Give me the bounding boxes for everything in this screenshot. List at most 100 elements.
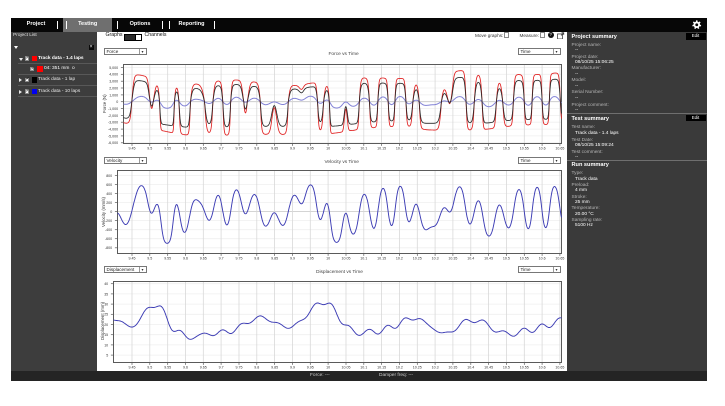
svg-text:9.6: 9.6 <box>183 146 188 150</box>
svg-text:9.6: 9.6 <box>183 365 188 369</box>
svg-text:25: 25 <box>104 313 108 317</box>
svg-text:10.55: 10.55 <box>520 365 529 369</box>
svg-text:0: 0 <box>116 100 118 104</box>
svg-text:20: 20 <box>104 323 108 327</box>
svg-text:-2,000: -2,000 <box>108 114 118 118</box>
svg-text:10.5: 10.5 <box>503 256 510 260</box>
svg-text:9.85: 9.85 <box>271 365 278 369</box>
svg-text:10.2: 10.2 <box>396 365 403 369</box>
svg-text:9.75: 9.75 <box>236 146 243 150</box>
svg-text:9.75: 9.75 <box>236 256 243 260</box>
svg-text:200: 200 <box>106 201 112 205</box>
svg-text:10.3: 10.3 <box>432 365 439 369</box>
svg-text:9.7: 9.7 <box>219 365 224 369</box>
svg-text:10.55: 10.55 <box>520 256 529 260</box>
svg-text:10.05: 10.05 <box>342 365 351 369</box>
svg-text:10.2: 10.2 <box>396 146 403 150</box>
svg-text:9.95: 9.95 <box>307 365 314 369</box>
svg-text:10: 10 <box>326 146 330 150</box>
svg-text:10: 10 <box>326 365 330 369</box>
svg-text:10.1: 10.1 <box>360 256 367 260</box>
svg-text:10.4: 10.4 <box>467 365 474 369</box>
svg-text:5: 5 <box>106 354 108 358</box>
svg-text:10.15: 10.15 <box>377 146 386 150</box>
svg-text:9.55: 9.55 <box>164 365 171 369</box>
svg-text:9.9: 9.9 <box>290 365 295 369</box>
svg-text:400: 400 <box>106 192 112 196</box>
svg-text:10.1: 10.1 <box>360 365 367 369</box>
svg-text:9.45: 9.45 <box>129 365 136 369</box>
svg-text:9.7: 9.7 <box>219 256 224 260</box>
svg-text:15: 15 <box>104 333 108 337</box>
svg-text:10.6: 10.6 <box>539 146 546 150</box>
svg-text:-800: -800 <box>105 246 112 250</box>
svg-text:-5,000: -5,000 <box>108 134 118 138</box>
svg-text:9.65: 9.65 <box>200 256 207 260</box>
svg-text:-6,000: -6,000 <box>108 141 118 145</box>
svg-text:10.25: 10.25 <box>413 256 422 260</box>
svg-text:10.35: 10.35 <box>448 146 457 150</box>
svg-text:-3,000: -3,000 <box>108 121 118 125</box>
svg-text:10.4: 10.4 <box>467 146 474 150</box>
svg-text:35: 35 <box>104 292 108 296</box>
svg-text:9.5: 9.5 <box>147 365 152 369</box>
svg-text:10.15: 10.15 <box>377 365 386 369</box>
svg-text:9.45: 9.45 <box>129 146 136 150</box>
svg-text:10.55: 10.55 <box>520 146 529 150</box>
svg-text:10.6: 10.6 <box>539 365 546 369</box>
svg-text:10.65: 10.65 <box>555 365 564 369</box>
svg-text:9.95: 9.95 <box>307 146 314 150</box>
svg-text:1,000: 1,000 <box>109 93 118 97</box>
svg-text:-1,000: -1,000 <box>108 107 118 111</box>
svg-text:10.05: 10.05 <box>342 256 351 260</box>
svg-text:10: 10 <box>104 343 108 347</box>
svg-text:10.45: 10.45 <box>484 365 493 369</box>
svg-text:9.55: 9.55 <box>164 256 171 260</box>
svg-text:10.35: 10.35 <box>448 256 457 260</box>
svg-text:3,000: 3,000 <box>109 80 118 84</box>
svg-text:9.85: 9.85 <box>271 256 278 260</box>
svg-text:800: 800 <box>106 174 112 178</box>
svg-text:9.8: 9.8 <box>254 365 259 369</box>
svg-text:-200: -200 <box>105 219 112 223</box>
svg-text:9.8: 9.8 <box>254 146 259 150</box>
svg-text:-600: -600 <box>105 237 112 241</box>
svg-text:10: 10 <box>326 256 330 260</box>
svg-text:10.45: 10.45 <box>484 256 493 260</box>
svg-text:10.2: 10.2 <box>396 256 403 260</box>
svg-text:10.45: 10.45 <box>484 146 493 150</box>
svg-text:9.95: 9.95 <box>307 256 314 260</box>
svg-text:10.5: 10.5 <box>503 146 510 150</box>
svg-text:10.4: 10.4 <box>467 256 474 260</box>
svg-text:10.1: 10.1 <box>360 146 367 150</box>
svg-text:9.8: 9.8 <box>254 256 259 260</box>
svg-text:9.7: 9.7 <box>219 146 224 150</box>
svg-text:10.65: 10.65 <box>555 256 564 260</box>
svg-text:9.9: 9.9 <box>290 146 295 150</box>
svg-text:600: 600 <box>106 183 112 187</box>
svg-text:9.75: 9.75 <box>236 365 243 369</box>
svg-text:9.6: 9.6 <box>183 256 188 260</box>
svg-text:10.6: 10.6 <box>539 256 546 260</box>
svg-text:10.3: 10.3 <box>432 146 439 150</box>
svg-text:9.9: 9.9 <box>290 256 295 260</box>
svg-text:9.65: 9.65 <box>200 146 207 150</box>
svg-text:-4,000: -4,000 <box>108 128 118 132</box>
svg-text:10.05: 10.05 <box>342 146 351 150</box>
svg-text:5,000: 5,000 <box>109 66 118 70</box>
svg-text:2,000: 2,000 <box>109 86 118 90</box>
svg-text:-400: -400 <box>105 228 112 232</box>
svg-text:10.25: 10.25 <box>413 146 422 150</box>
svg-text:9.85: 9.85 <box>271 146 278 150</box>
svg-text:9.5: 9.5 <box>147 256 152 260</box>
svg-text:10.35: 10.35 <box>448 365 457 369</box>
svg-text:0: 0 <box>110 210 112 214</box>
svg-text:4,000: 4,000 <box>109 73 118 77</box>
svg-text:10.65: 10.65 <box>555 146 564 150</box>
svg-text:30: 30 <box>104 303 108 307</box>
svg-text:9.55: 9.55 <box>164 146 171 150</box>
svg-text:9.45: 9.45 <box>129 256 136 260</box>
svg-text:10.3: 10.3 <box>432 256 439 260</box>
svg-text:9.65: 9.65 <box>200 365 207 369</box>
svg-text:10.25: 10.25 <box>413 365 422 369</box>
